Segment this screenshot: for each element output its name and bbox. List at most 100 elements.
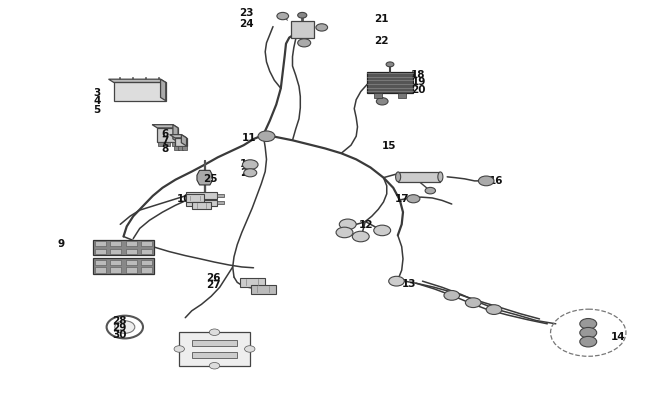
Circle shape: [209, 362, 220, 369]
Polygon shape: [172, 143, 177, 147]
Polygon shape: [173, 126, 178, 143]
Polygon shape: [165, 143, 170, 147]
Text: 2: 2: [240, 167, 247, 177]
Polygon shape: [181, 135, 187, 147]
Polygon shape: [126, 260, 136, 265]
Text: 28: 28: [112, 315, 127, 325]
Polygon shape: [186, 200, 217, 207]
Text: 17: 17: [395, 194, 410, 203]
Polygon shape: [95, 249, 106, 254]
Circle shape: [115, 321, 135, 333]
Text: 13: 13: [402, 279, 416, 288]
Polygon shape: [141, 241, 152, 247]
Polygon shape: [157, 128, 178, 143]
Circle shape: [478, 177, 494, 186]
Polygon shape: [192, 202, 211, 209]
Text: 26: 26: [207, 273, 221, 282]
Text: 20: 20: [411, 85, 426, 94]
Text: 1: 1: [240, 159, 247, 169]
Circle shape: [336, 228, 353, 238]
Circle shape: [486, 305, 502, 315]
Text: 3: 3: [94, 88, 101, 98]
Text: 6: 6: [162, 129, 169, 139]
Polygon shape: [217, 194, 224, 198]
Text: 8: 8: [162, 143, 169, 153]
Polygon shape: [95, 260, 106, 265]
Circle shape: [580, 319, 597, 329]
Polygon shape: [398, 173, 441, 182]
Ellipse shape: [438, 173, 443, 182]
Polygon shape: [291, 22, 314, 38]
Text: 15: 15: [382, 141, 396, 151]
Text: 18: 18: [411, 70, 426, 80]
Polygon shape: [141, 249, 152, 254]
Ellipse shape: [396, 173, 400, 182]
Circle shape: [244, 346, 255, 352]
Polygon shape: [178, 147, 183, 151]
Text: 23: 23: [239, 8, 254, 18]
Polygon shape: [93, 240, 155, 256]
Circle shape: [374, 226, 391, 236]
Polygon shape: [111, 241, 121, 247]
Polygon shape: [111, 268, 121, 273]
Text: 12: 12: [359, 220, 374, 230]
Text: 7: 7: [162, 136, 169, 146]
Text: 9: 9: [58, 238, 65, 248]
Polygon shape: [141, 268, 152, 273]
Text: 11: 11: [242, 133, 257, 143]
Polygon shape: [126, 241, 136, 247]
Polygon shape: [398, 94, 406, 98]
Polygon shape: [126, 249, 136, 254]
Circle shape: [389, 277, 404, 286]
Polygon shape: [186, 195, 204, 202]
Polygon shape: [114, 83, 166, 101]
Polygon shape: [111, 249, 121, 254]
Circle shape: [386, 63, 394, 68]
Circle shape: [339, 220, 356, 230]
Text: 21: 21: [374, 15, 388, 24]
Polygon shape: [217, 202, 224, 205]
Polygon shape: [374, 94, 382, 98]
Polygon shape: [152, 126, 178, 128]
Text: 22: 22: [374, 36, 388, 45]
Polygon shape: [161, 80, 166, 101]
Circle shape: [580, 328, 597, 338]
Polygon shape: [170, 135, 187, 139]
Polygon shape: [179, 332, 250, 366]
Polygon shape: [197, 171, 213, 185]
Circle shape: [580, 337, 597, 347]
Polygon shape: [93, 259, 155, 274]
Text: 5: 5: [94, 104, 101, 114]
Circle shape: [407, 195, 420, 203]
Circle shape: [425, 188, 436, 194]
Circle shape: [298, 40, 311, 48]
Circle shape: [277, 13, 289, 21]
Polygon shape: [141, 260, 152, 265]
Text: 19: 19: [411, 77, 426, 87]
Circle shape: [298, 13, 307, 19]
Circle shape: [258, 132, 275, 142]
Text: 16: 16: [489, 175, 504, 185]
Circle shape: [209, 329, 220, 336]
Polygon shape: [186, 193, 217, 199]
Circle shape: [242, 160, 258, 170]
Text: 29: 29: [112, 322, 127, 332]
Circle shape: [316, 25, 328, 32]
Polygon shape: [95, 241, 106, 247]
Text: 27: 27: [207, 280, 221, 290]
Text: 4: 4: [94, 96, 101, 106]
Polygon shape: [174, 147, 179, 151]
Polygon shape: [192, 340, 237, 346]
Polygon shape: [367, 72, 413, 94]
Text: 10: 10: [177, 194, 192, 203]
Circle shape: [444, 291, 460, 301]
Polygon shape: [192, 352, 237, 358]
Polygon shape: [175, 139, 187, 147]
Circle shape: [352, 232, 369, 242]
Circle shape: [244, 169, 257, 177]
Circle shape: [174, 346, 185, 352]
Polygon shape: [109, 80, 166, 83]
Circle shape: [376, 98, 388, 106]
Polygon shape: [240, 278, 265, 287]
Text: 30: 30: [112, 330, 127, 339]
